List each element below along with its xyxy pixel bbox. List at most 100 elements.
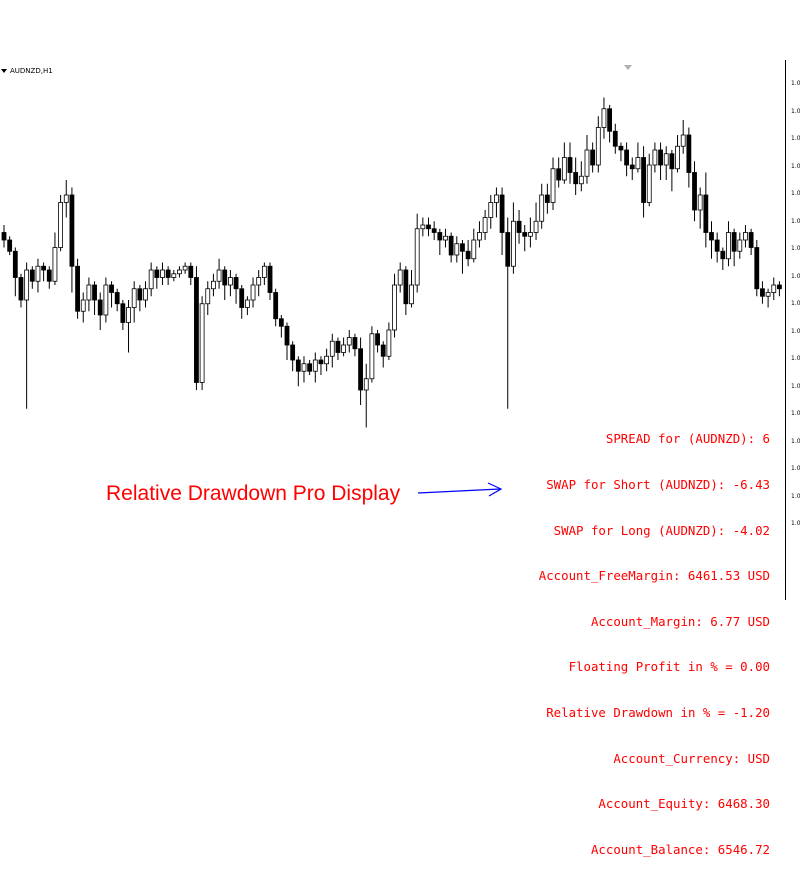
candle-body — [290, 344, 296, 361]
candle-body — [312, 359, 318, 372]
candle-body — [680, 134, 686, 147]
candle-body — [477, 232, 482, 241]
info-equity: Account_Equity: 6468.30 — [598, 796, 770, 812]
candle — [312, 352, 318, 383]
candle-body — [454, 243, 460, 256]
candle-body — [239, 288, 245, 308]
candle-body — [165, 269, 171, 278]
candle — [154, 266, 160, 289]
candle-body — [510, 220, 516, 267]
candle-body — [52, 247, 58, 282]
candle — [41, 262, 47, 282]
price-tick-label: 1.0 — [791, 300, 800, 307]
candle-body — [341, 344, 347, 353]
candle-body — [731, 232, 737, 252]
candle-body — [92, 284, 97, 301]
candle-body — [131, 288, 137, 308]
candle-body — [380, 344, 386, 357]
candle-body — [663, 153, 669, 166]
candle — [505, 217, 511, 409]
candle — [765, 288, 771, 308]
candle — [629, 157, 635, 180]
price-tick-label: 1.0 — [791, 465, 800, 472]
candle — [358, 337, 363, 405]
candle — [126, 300, 131, 353]
candle — [516, 210, 522, 244]
candle — [227, 270, 233, 297]
candle — [697, 187, 703, 229]
candle-body — [1, 232, 7, 241]
price-tick-label: 1.0 — [791, 437, 800, 445]
price-tick-label: 1.0 — [791, 327, 800, 335]
candle — [754, 240, 760, 297]
candle — [499, 187, 505, 255]
candle — [709, 221, 714, 259]
candle-body — [697, 194, 703, 211]
candle-body — [29, 269, 35, 282]
symbol-menu-arrow-icon[interactable] — [1, 69, 7, 73]
candle — [573, 157, 579, 195]
candle-body — [482, 217, 488, 233]
candle-body — [584, 149, 590, 177]
candle — [590, 142, 596, 173]
candle — [392, 273, 397, 338]
price-axis — [785, 60, 786, 600]
candle-body — [256, 277, 262, 286]
candle — [652, 142, 658, 173]
candle — [720, 247, 726, 270]
candle — [539, 183, 545, 229]
candle-body — [652, 149, 658, 166]
candle-body — [635, 157, 641, 170]
candle-body — [41, 265, 47, 271]
candle — [211, 273, 216, 297]
candle-body — [692, 172, 697, 211]
candle — [165, 266, 171, 285]
candle-body — [607, 108, 613, 132]
candle — [578, 161, 584, 192]
candle — [426, 217, 431, 237]
chart-shift-marker-icon[interactable] — [624, 65, 632, 70]
candle — [307, 360, 313, 375]
candle-body — [58, 202, 63, 248]
candle-body — [369, 333, 375, 380]
candle — [35, 258, 41, 293]
candle — [318, 356, 324, 375]
price-tick-label: 1.0 — [791, 80, 800, 87]
candle — [52, 232, 58, 285]
candle — [646, 153, 652, 207]
candle-body — [720, 250, 726, 260]
pointer-arrow-shaft — [417, 488, 501, 494]
candle-body — [46, 269, 52, 282]
candle-body — [658, 149, 663, 166]
candle — [256, 270, 262, 297]
info-spread: SPREAD for (AUDNZD): 6 — [605, 431, 770, 447]
candle — [584, 135, 590, 184]
candle — [471, 228, 477, 263]
candle-body — [601, 108, 607, 128]
candle — [188, 262, 194, 285]
candle-body — [437, 232, 443, 241]
candle-body — [675, 145, 680, 170]
candle-body — [499, 194, 505, 233]
candle — [233, 273, 239, 304]
candle-body — [160, 269, 165, 278]
candle-body — [318, 359, 324, 365]
candle — [494, 187, 499, 218]
candle-body — [726, 232, 731, 260]
candle-body — [709, 232, 714, 241]
candle — [267, 262, 273, 300]
candle-body — [624, 149, 629, 166]
price-tick-label: 1.0 — [791, 410, 800, 417]
candle-body — [375, 333, 380, 346]
candle-body — [748, 232, 754, 248]
candle — [341, 337, 347, 357]
candle-body — [386, 329, 392, 357]
candle — [397, 262, 403, 293]
candle — [75, 258, 80, 319]
candle — [460, 240, 465, 274]
info-swap-long: SWAP for Long (AUDNZD): -4.02 — [553, 522, 770, 538]
price-tick-label: 1.0 — [791, 217, 800, 225]
candle — [46, 266, 52, 289]
candle — [109, 281, 114, 308]
info-panel: SPREAD for (AUDNZD): 6 SWAP for Short (A… — [539, 401, 770, 872]
